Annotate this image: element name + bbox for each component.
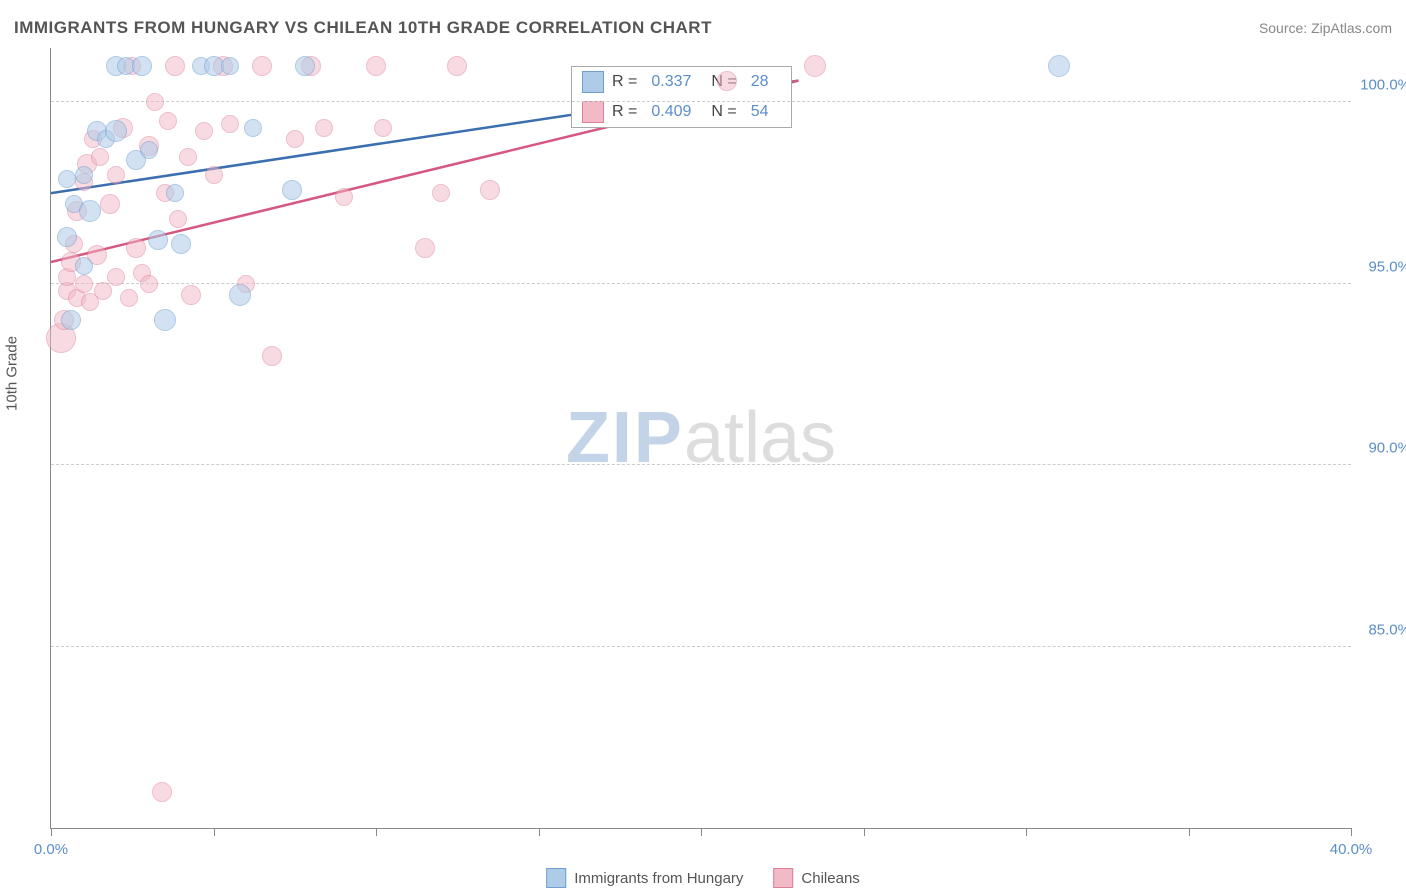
data-point xyxy=(75,257,93,275)
data-point xyxy=(107,268,125,286)
data-point xyxy=(262,346,282,366)
legend-stats-row: R =0.337N =28 xyxy=(572,67,791,97)
data-point xyxy=(140,141,158,159)
x-tick xyxy=(864,828,865,836)
n-value: 54 xyxy=(751,103,769,121)
data-point xyxy=(100,194,120,214)
watermark: ZIPatlas xyxy=(566,397,836,479)
r-label: R = xyxy=(612,73,637,91)
data-point xyxy=(252,56,272,76)
gridline xyxy=(51,464,1351,465)
x-tick-label: 0.0% xyxy=(34,841,68,858)
x-tick xyxy=(701,828,702,836)
legend-swatch xyxy=(582,101,604,123)
data-point xyxy=(169,210,187,228)
y-tick-label: 90.0% xyxy=(1356,440,1406,457)
chart-source: Source: ZipAtlas.com xyxy=(1259,20,1392,36)
legend-swatch xyxy=(773,868,793,888)
data-point xyxy=(79,200,101,222)
data-point xyxy=(120,289,138,307)
watermark-atlas: atlas xyxy=(684,398,836,478)
x-tick xyxy=(1026,828,1027,836)
plot-area: ZIPatlas R =0.337N =28R =0.409N =54 85.0… xyxy=(50,48,1351,829)
data-point xyxy=(154,309,176,331)
gridline xyxy=(51,101,1351,102)
n-value: 28 xyxy=(751,73,769,91)
data-point xyxy=(75,275,93,293)
data-point xyxy=(286,130,304,148)
data-point xyxy=(94,282,112,300)
legend-label: Immigrants from Hungary xyxy=(574,870,743,887)
data-point xyxy=(91,148,109,166)
bottom-legend: Immigrants from Hungary Chileans xyxy=(546,868,860,888)
chart-header: IMMIGRANTS FROM HUNGARY VS CHILEAN 10TH … xyxy=(14,18,1392,38)
legend-label: Chileans xyxy=(801,870,859,887)
watermark-zip: ZIP xyxy=(566,398,684,478)
data-point xyxy=(1048,55,1070,77)
r-value: 0.337 xyxy=(651,73,691,91)
data-point xyxy=(179,148,197,166)
data-point xyxy=(315,119,333,137)
data-point xyxy=(152,782,172,802)
x-tick xyxy=(51,828,52,836)
data-point xyxy=(107,166,125,184)
data-point xyxy=(61,310,81,330)
x-tick xyxy=(1351,828,1352,836)
x-tick-label: 40.0% xyxy=(1330,841,1373,858)
data-point xyxy=(159,112,177,130)
data-point xyxy=(165,56,185,76)
n-label: N = xyxy=(711,103,736,121)
x-tick xyxy=(539,828,540,836)
data-point xyxy=(181,285,201,305)
y-tick-label: 85.0% xyxy=(1356,621,1406,638)
x-tick xyxy=(376,828,377,836)
data-point xyxy=(132,56,152,76)
data-point xyxy=(374,119,392,137)
data-point xyxy=(804,55,826,77)
y-tick-label: 95.0% xyxy=(1356,258,1406,275)
data-point xyxy=(171,234,191,254)
chart-title: IMMIGRANTS FROM HUNGARY VS CHILEAN 10TH … xyxy=(14,18,712,38)
data-point xyxy=(105,120,127,142)
data-point xyxy=(57,227,77,247)
data-point xyxy=(282,180,302,200)
data-point xyxy=(75,166,93,184)
data-point xyxy=(146,93,164,111)
trend-lines xyxy=(51,48,1351,828)
data-point xyxy=(480,180,500,200)
y-tick-label: 100.0% xyxy=(1356,77,1406,94)
data-point xyxy=(205,166,223,184)
data-point xyxy=(415,238,435,258)
data-point xyxy=(229,284,251,306)
gridline xyxy=(51,646,1351,647)
x-tick xyxy=(1189,828,1190,836)
y-axis-label: 10th Grade xyxy=(4,336,21,411)
data-point xyxy=(140,275,158,293)
data-point xyxy=(244,119,262,137)
r-label: R = xyxy=(612,103,637,121)
data-point xyxy=(126,238,146,258)
data-point xyxy=(335,188,353,206)
data-point xyxy=(447,56,467,76)
data-point xyxy=(221,57,239,75)
legend-item: Immigrants from Hungary xyxy=(546,868,743,888)
data-point xyxy=(366,56,386,76)
legend-swatch xyxy=(546,868,566,888)
data-point xyxy=(58,170,76,188)
data-point xyxy=(717,71,737,91)
legend-swatch xyxy=(582,71,604,93)
data-point xyxy=(148,230,168,250)
legend-item: Chileans xyxy=(773,868,859,888)
data-point xyxy=(432,184,450,202)
data-point xyxy=(166,184,184,202)
data-point xyxy=(221,115,239,133)
r-value: 0.409 xyxy=(651,103,691,121)
x-tick xyxy=(214,828,215,836)
data-point xyxy=(295,56,315,76)
legend-stats-box: R =0.337N =28R =0.409N =54 xyxy=(571,66,792,128)
data-point xyxy=(195,122,213,140)
